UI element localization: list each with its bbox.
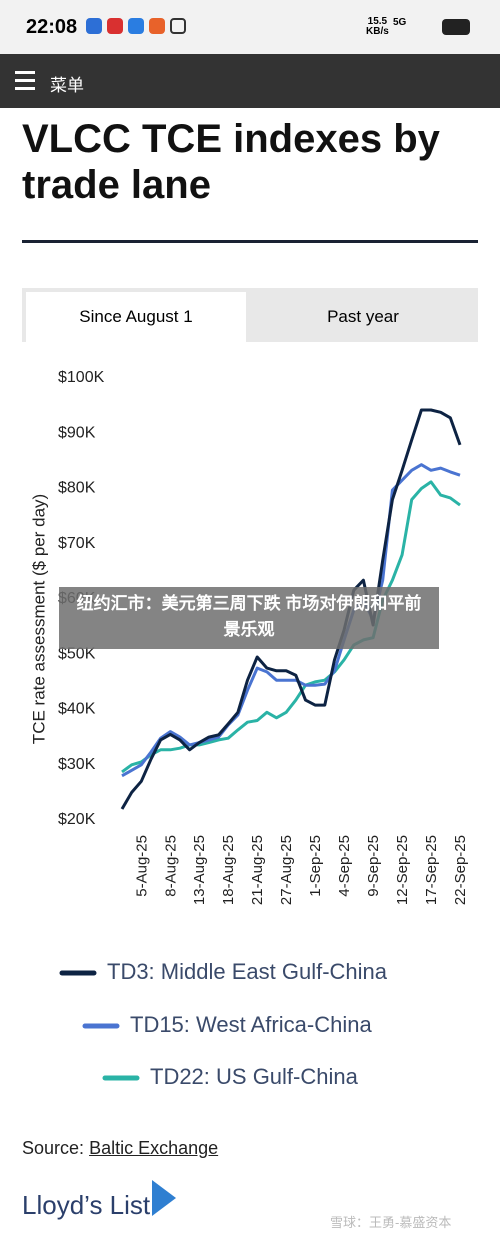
y-tick-label: $40K [58, 701, 96, 718]
x-tick-label: 21-Aug-25 [249, 835, 266, 905]
y-tick-label: $80K [58, 480, 96, 497]
tab[interactable]: Past year [327, 307, 399, 326]
logo-mark [152, 1180, 176, 1216]
legend-label: TD22: US Gulf-China [150, 1064, 359, 1089]
headline-overlay[interactable]: 纽约汇市：美元第三周下跌 市场对伊朗和平前景乐观 [59, 587, 439, 649]
y-tick-label: $90K [58, 424, 96, 441]
y-tick-label: $20K [58, 811, 96, 828]
y-tick-label: $70K [58, 535, 96, 552]
x-tick-label: 12-Sep-25 [394, 835, 411, 905]
speed: 15.5 [367, 16, 388, 27]
series-line [120, 408, 462, 810]
x-tick-label: 1-Sep-25 [307, 835, 324, 897]
x-tick-label: 5-Aug-25 [133, 835, 150, 897]
net-speed: 15.5 KB/s [366, 17, 389, 37]
tab[interactable]: Since August 1 [26, 292, 246, 342]
logo: Lloyd’s List [22, 1190, 151, 1220]
x-tick-label: 18-Aug-25 [220, 835, 237, 905]
source-prefix: Source: [22, 1138, 85, 1158]
watermark: 雪球：王勇-慕盛资本 [330, 1215, 452, 1230]
network: 5G [393, 17, 407, 28]
series-line [121, 480, 461, 774]
x-tick-label: 27-Aug-25 [278, 835, 295, 905]
x-tick-label: 4-Sep-25 [336, 835, 353, 897]
x-tick-label: 22-Sep-25 [452, 835, 469, 905]
y-tick-label: $50K [58, 645, 96, 662]
y-tick-label: $100K [58, 369, 105, 386]
time: 22:08 [26, 16, 78, 38]
y-tick-label: $30K [58, 756, 96, 773]
x-tick-label: 17-Sep-25 [423, 835, 440, 905]
status-bar: 22:08 15.5 KB/s 5G [0, 0, 500, 54]
legend-label: TD15: West Africa-China [130, 1012, 372, 1037]
menu-label[interactable]: 菜单 [50, 76, 84, 95]
x-tick-label: 9-Sep-25 [365, 835, 382, 897]
article-title: VLCC TCE indexes by trade lane [22, 117, 440, 207]
speed-unit: KB/s [366, 26, 389, 37]
source-link[interactable]: Baltic Exchange [89, 1138, 219, 1158]
battery [442, 19, 470, 35]
x-tick-label: 13-Aug-25 [191, 835, 208, 905]
menu-icon[interactable] [15, 71, 35, 74]
legend-label: TD3: Middle East Gulf-China [107, 959, 388, 984]
x-tick-label: 8-Aug-25 [162, 835, 179, 897]
y-axis-label: TCE rate assessment ($ per day) [29, 494, 48, 744]
divider [22, 240, 478, 243]
series-line [121, 463, 461, 778]
notification-icons [86, 18, 186, 36]
source: Source: Baltic Exchange [22, 1138, 218, 1159]
tab-bar: Since August 1 Past year [22, 288, 478, 342]
menu-bar[interactable]: 菜单 [0, 54, 500, 108]
